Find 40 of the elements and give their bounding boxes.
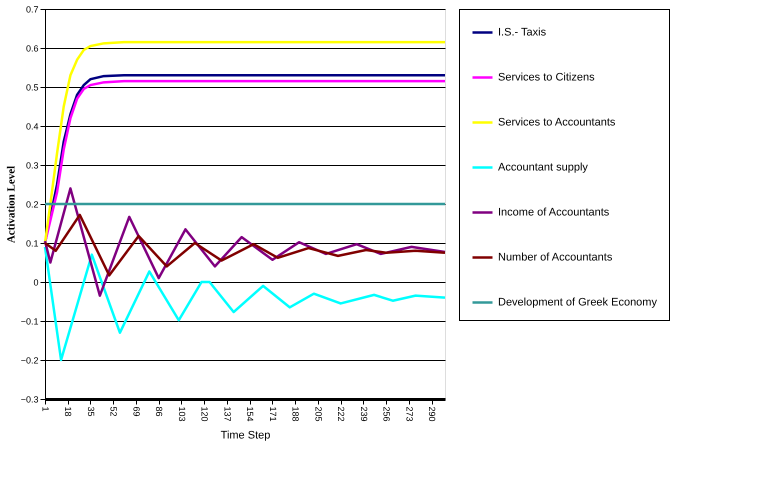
y-tick-label: 0.6 xyxy=(26,44,38,54)
x-tick-label: 18 xyxy=(63,406,74,417)
x-tick-label: 222 xyxy=(336,406,346,422)
x-tick-label: 35 xyxy=(86,406,96,417)
x-tick-label: 1 xyxy=(40,406,50,412)
x-axis-title: Time Step xyxy=(220,430,270,442)
y-tick-label: 0.4 xyxy=(26,122,38,132)
x-tick-label: 205 xyxy=(313,406,324,422)
y-tick-label: −0.3 xyxy=(20,394,38,404)
legend-label: Income of Accountants xyxy=(498,206,610,218)
x-tick-label: 86 xyxy=(154,406,164,417)
y-tick-label: −0.2 xyxy=(20,356,38,366)
x-tick-label: 273 xyxy=(404,406,414,422)
x-tick-label: 171 xyxy=(268,406,278,422)
line-series xyxy=(44,246,446,362)
legend-label: Number of Accountants xyxy=(498,252,613,264)
y-tick-label: 0.5 xyxy=(26,82,38,92)
line-series xyxy=(44,214,446,277)
y-tick-label: 0 xyxy=(33,278,38,288)
x-tick-label: 103 xyxy=(176,406,187,422)
x-tick-label: 188 xyxy=(290,406,301,422)
y-axis-title: Activation Level xyxy=(6,166,18,244)
legend-label: I.S.- Taxis xyxy=(498,26,547,38)
y-tick-label: 0.1 xyxy=(26,238,38,248)
x-tick-label: 137 xyxy=(222,406,232,422)
y-tick-label: 0.7 xyxy=(26,4,38,14)
legend-label: Services to Citizens xyxy=(498,72,596,84)
legend-label: Accountant supply xyxy=(498,162,588,174)
x-tick-label: 120 xyxy=(200,406,210,422)
y-tick-label: −0.1 xyxy=(20,316,38,326)
x-tick-label: 52 xyxy=(108,406,119,417)
x-tick-label: 256 xyxy=(382,406,392,422)
y-tick-label: 0.2 xyxy=(26,200,38,210)
legend-label: Development of Greek Economy xyxy=(498,296,658,308)
x-tick-label: 69 xyxy=(131,406,142,417)
y-tick-label: 0.3 xyxy=(26,160,38,170)
x-tick-label: 290 xyxy=(427,406,438,422)
x-tick-label: 239 xyxy=(358,406,369,422)
x-tick-label: 154 xyxy=(245,406,256,422)
legend-label: Services to Accountants xyxy=(498,116,616,128)
